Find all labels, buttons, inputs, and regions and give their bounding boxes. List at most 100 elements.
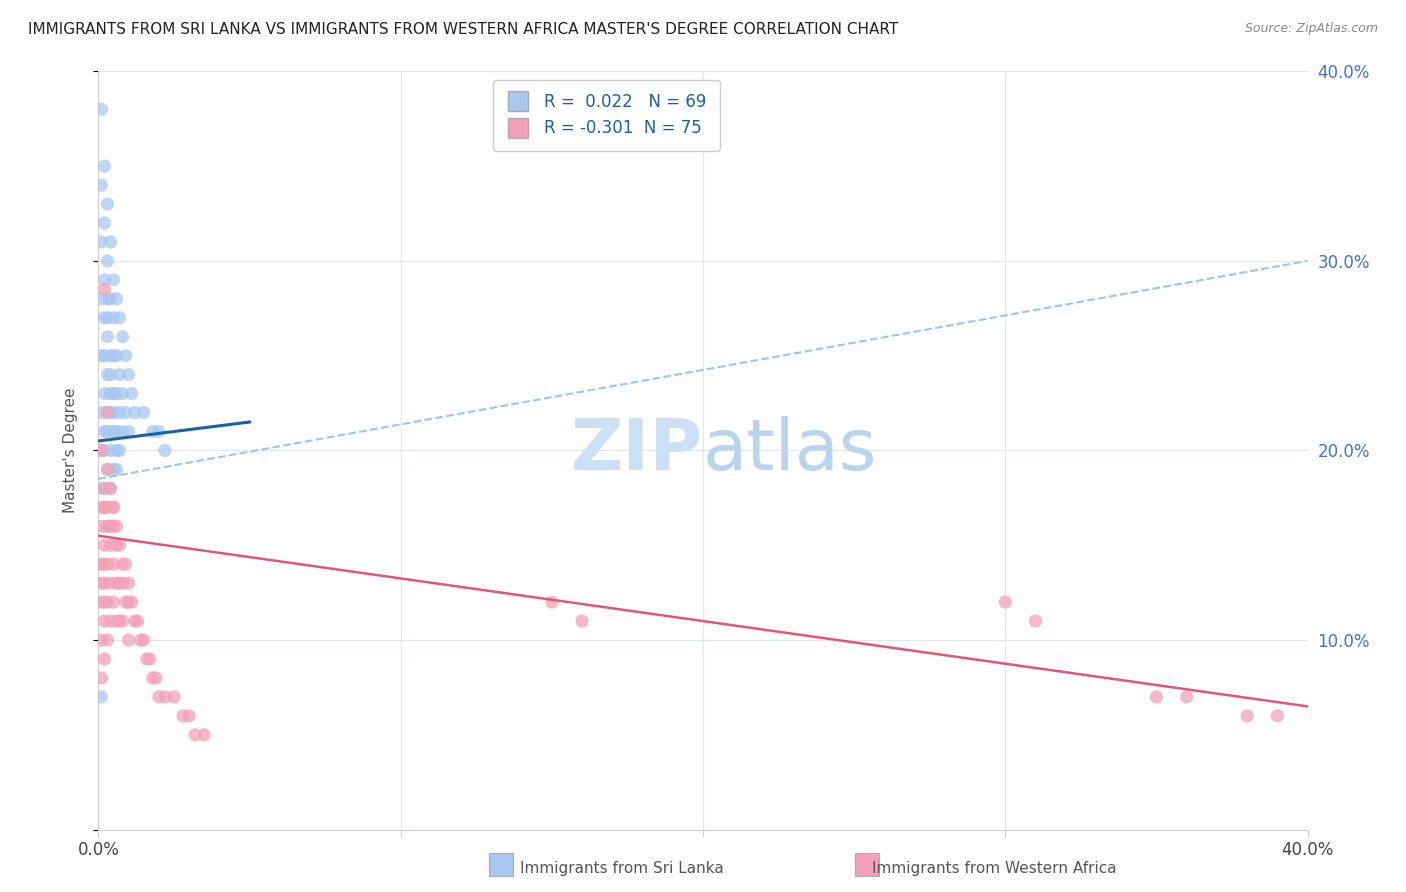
Point [96,368,118,382]
Point [90,103,112,117]
Text: Source: ZipAtlas.com: Source: ZipAtlas.com [1244,22,1378,36]
Point [103,595,125,609]
Point [163,690,186,704]
Point [93,482,115,496]
Point [118,595,141,609]
Point [193,728,215,742]
Point [100,482,122,496]
Point [90,690,112,704]
Point [105,519,128,533]
Point [132,633,155,648]
Point [90,482,112,496]
Point [103,425,125,439]
Point [93,443,115,458]
Point [93,159,115,173]
Point [90,519,112,533]
Point [179,708,201,723]
Point [96,330,118,344]
Point [105,576,128,591]
Text: ZIP: ZIP [571,416,703,485]
Point [142,671,165,685]
Text: Immigrants from Western Africa: Immigrants from Western Africa [872,861,1116,876]
Point [96,310,118,325]
Point [90,178,112,193]
Point [100,235,122,249]
Point [96,406,118,420]
Point [111,425,134,439]
Point [96,557,118,572]
Point [114,406,136,420]
Point [93,576,115,591]
Point [103,406,125,420]
Point [571,614,593,628]
Point [1024,614,1046,628]
Point [124,614,146,628]
Point [100,443,122,458]
Point [100,386,122,401]
Point [90,576,112,591]
Point [118,576,141,591]
Point [96,519,118,533]
Point [145,671,167,685]
Point [100,538,122,552]
Point [103,349,125,363]
Point [100,576,122,591]
Point [100,482,122,496]
Text: atlas: atlas [703,416,877,485]
Point [105,386,128,401]
Point [93,652,115,666]
Point [93,282,115,296]
Point [96,462,118,476]
Point [93,349,115,363]
Point [90,292,112,306]
Bar [855,853,879,876]
Point [90,349,112,363]
Point [148,425,170,439]
Point [90,557,112,572]
Point [105,349,128,363]
Point [114,595,136,609]
Point [103,519,125,533]
Text: Immigrants from Sri Lanka: Immigrants from Sri Lanka [520,861,724,876]
Point [96,425,118,439]
Point [184,728,207,742]
Point [139,652,162,666]
Bar [489,853,513,876]
Point [111,330,134,344]
Point [103,500,125,515]
Point [93,595,115,609]
Point [114,557,136,572]
Point [103,386,125,401]
Point [105,462,128,476]
Point [108,576,131,591]
Point [142,425,165,439]
Point [105,292,128,306]
Legend: R =  0.022   N = 69, R = -0.301  N = 75: R = 0.022 N = 69, R = -0.301 N = 75 [492,79,720,151]
Point [153,443,176,458]
Point [118,633,141,648]
Point [103,462,125,476]
Point [90,443,112,458]
Point [129,633,152,648]
Point [90,671,112,685]
Point [105,614,128,628]
Point [90,235,112,249]
Point [124,406,146,420]
Point [105,538,128,552]
Point [96,500,118,515]
Point [108,406,131,420]
Point [153,690,176,704]
Point [96,292,118,306]
Point [103,500,125,515]
Point [105,443,128,458]
Point [100,368,122,382]
Point [103,273,125,287]
Point [93,386,115,401]
Point [96,197,118,211]
Point [96,595,118,609]
Point [111,557,134,572]
Text: IMMIGRANTS FROM SRI LANKA VS IMMIGRANTS FROM WESTERN AFRICA MASTER'S DEGREE CORR: IMMIGRANTS FROM SRI LANKA VS IMMIGRANTS … [28,22,898,37]
Point [90,500,112,515]
Point [1267,708,1289,723]
Point [103,310,125,325]
